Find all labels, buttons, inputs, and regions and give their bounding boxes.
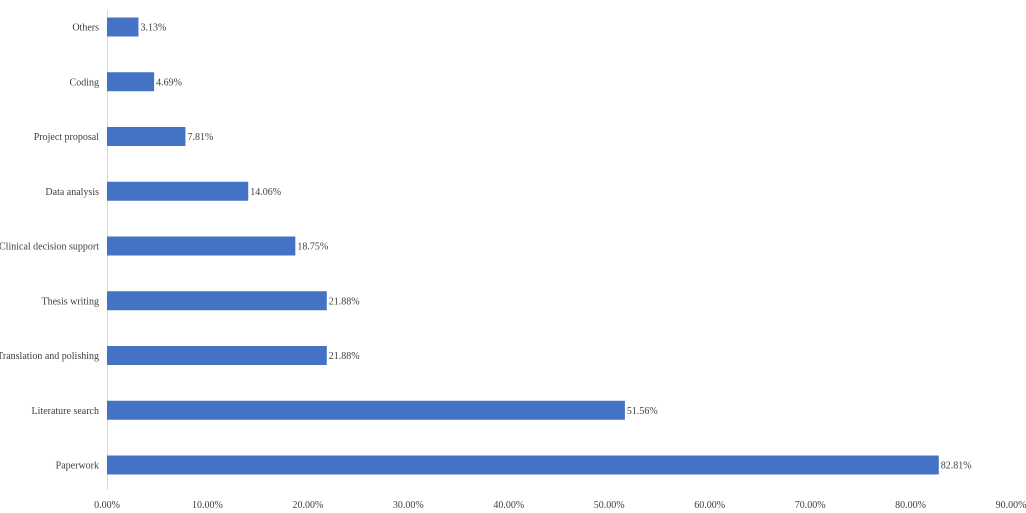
x-tick-label: 50.00% [594, 500, 625, 508]
data-label: 21.88% [329, 351, 360, 362]
x-tick-label: 70.00% [795, 500, 826, 508]
category-label: Clinical decision support [0, 242, 99, 253]
category-label: Coding [70, 77, 99, 88]
bar [107, 291, 327, 311]
category-label: Paperwork [56, 461, 99, 472]
bar [107, 346, 327, 365]
data-label: 18.75% [297, 242, 328, 253]
data-label: 21.88% [329, 296, 360, 307]
x-tick-label: 30.00% [393, 500, 424, 508]
category-label: Translation and polishing [0, 351, 99, 362]
x-tick-label: 20.00% [292, 500, 323, 508]
category-label: Project proposal [34, 132, 99, 143]
data-label: 82.81% [941, 461, 972, 472]
bar [107, 455, 939, 475]
category-label: Thesis writing [42, 296, 100, 307]
bar [107, 400, 625, 420]
bar [107, 181, 249, 201]
category-label: Data analysis [45, 187, 99, 198]
data-label: 4.69% [156, 77, 182, 88]
data-label: 51.56% [627, 406, 658, 417]
x-tick-label: 40.00% [493, 500, 524, 508]
data-label: 3.13% [140, 23, 166, 34]
x-tick-label: 80.00% [895, 500, 926, 508]
bar [107, 236, 296, 256]
bar [107, 127, 186, 146]
data-label: 14.06% [250, 187, 281, 198]
x-tick-label: 10.00% [192, 500, 223, 508]
data-label: 7.81% [187, 132, 213, 143]
bar [107, 72, 155, 92]
x-tick-label: 90.00% [996, 500, 1026, 508]
x-tick-label: 60.00% [694, 500, 725, 508]
category-label: Others [72, 23, 99, 34]
bar [107, 17, 139, 37]
x-tick-label: 0.00% [94, 500, 120, 508]
category-label: Literature search [32, 406, 99, 417]
